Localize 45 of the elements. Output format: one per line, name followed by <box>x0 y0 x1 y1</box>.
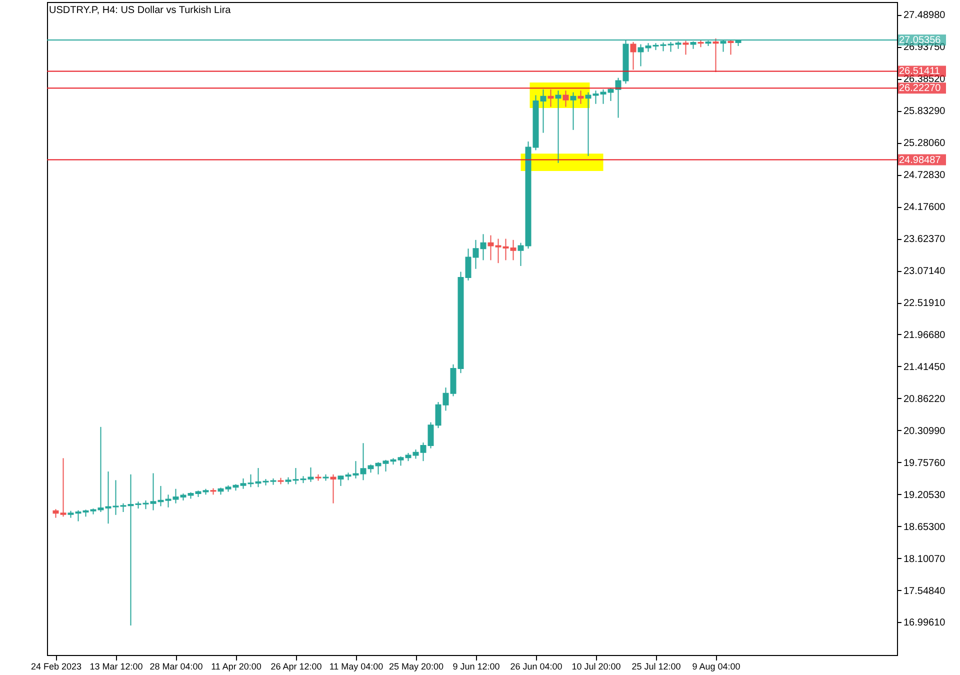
y-tick-label: 22.51910 <box>904 298 946 309</box>
candlestick <box>570 92 576 130</box>
y-tick-label: 16.99610 <box>904 618 946 629</box>
candlestick <box>728 39 734 56</box>
y-tick-label: 19.75760 <box>904 458 946 469</box>
y-tick-label: 23.07140 <box>904 266 946 278</box>
candlestick <box>682 40 689 56</box>
y-tick-label: 19.20530 <box>904 490 946 501</box>
y-tick-label: 27.48980 <box>904 10 946 22</box>
ref-line-label: 26.22270 <box>899 83 942 94</box>
y-tick-label: 17.54840 <box>904 586 946 597</box>
candlestick <box>578 90 584 104</box>
y-tick-label: 25.28060 <box>904 138 946 150</box>
x-tick-label: 28 Mar 04:00 <box>150 662 203 672</box>
x-tick-label: 10 Jul 20:00 <box>572 662 621 672</box>
x-tick-label: 11 Apr 20:00 <box>211 662 262 672</box>
x-tick-label: 24 Feb 2023 <box>30 662 82 672</box>
candlestick <box>712 38 719 73</box>
x-tick-label: 13 Mar 12:00 <box>90 662 143 672</box>
y-tick-label: 23.62370 <box>904 234 946 246</box>
candlestick <box>630 41 636 70</box>
y-tick-label: 20.30990 <box>904 426 946 437</box>
y-tick-label: 18.65300 <box>904 522 946 533</box>
candlestick <box>548 88 554 108</box>
candlestick <box>562 90 569 108</box>
x-tick-label: 9 Jun 12:00 <box>452 662 500 672</box>
ref-line-label: 24.98487 <box>899 154 942 166</box>
x-tick-label: 26 Jun 04:00 <box>510 662 562 672</box>
y-tick-label: 18.10070 <box>904 554 946 565</box>
x-tick-label: 11 May 04:00 <box>329 662 384 672</box>
y-tick-label: 21.96680 <box>904 330 946 341</box>
y-tick-label: 26.38520 <box>904 74 946 86</box>
y-tick-label: 26.93750 <box>904 42 946 54</box>
x-tick-label: 25 May 20:00 <box>388 662 444 672</box>
chart-title: USDTRY.P, H4: US Dollar vs Turkish Lira <box>49 5 232 16</box>
x-tick-label: 26 Apr 12:00 <box>270 662 322 672</box>
y-tick-label: 24.17600 <box>904 202 946 214</box>
y-tick-label: 25.83290 <box>904 106 946 118</box>
y-tick-label: 20.86220 <box>904 394 946 405</box>
x-tick-label: 9 Aug 04:00 <box>692 662 740 672</box>
y-tick-label: 21.41450 <box>904 362 946 373</box>
y-tick-label: 24.72830 <box>904 170 946 182</box>
candlestick <box>555 90 562 164</box>
x-tick-label: 25 Jul 12:00 <box>632 662 681 672</box>
candlestick <box>330 474 336 504</box>
